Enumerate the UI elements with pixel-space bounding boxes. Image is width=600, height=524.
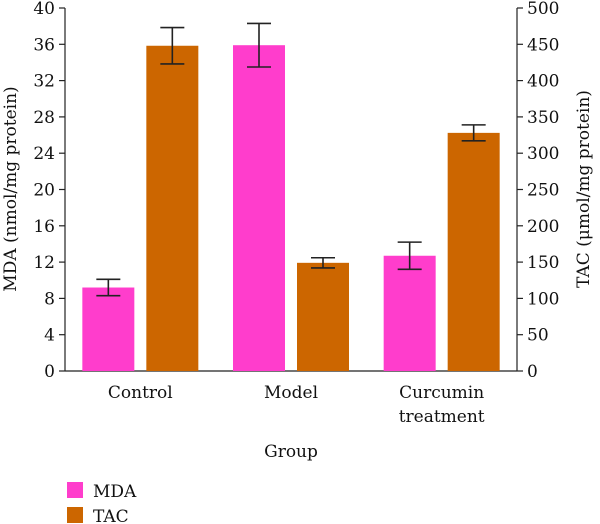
legend: MDA TAC	[67, 482, 137, 524]
left-tick-label-10: 40	[33, 0, 55, 19]
right-tick-label-8: 400	[527, 72, 559, 92]
bar-mda-2	[383, 255, 436, 371]
right-tick-label-9: 450	[527, 35, 559, 55]
left-tick-label-2: 8	[44, 289, 55, 309]
left-tick-label-8: 32	[33, 72, 55, 92]
left-tick-label-0: 0	[44, 362, 55, 382]
category-labels: Control Model Curcumin treatment	[108, 383, 485, 427]
legend-swatch-mda	[67, 482, 83, 498]
legend-swatch-tac	[67, 507, 83, 523]
right-tick-label-3: 150	[527, 253, 559, 273]
right-axis-ticks: 0 50 100 150 200 250 300 350 400 450 500	[517, 0, 559, 382]
left-tick-label-3: 12	[33, 253, 55, 273]
left-tick-label-5: 20	[33, 181, 55, 201]
right-tick-label-7: 350	[527, 108, 559, 128]
left-axis-ticks: 0 4 8 12 16 20 24 28 32 36 40	[33, 0, 65, 382]
left-tick-label-1: 4	[44, 326, 55, 346]
right-tick-label-6: 300	[527, 144, 559, 164]
bar-tac-1	[297, 262, 349, 371]
right-tick-label-2: 100	[527, 289, 559, 309]
y-axis-title-left: MDA (nmol/mg protein)	[1, 86, 21, 291]
bar-mda-0	[82, 287, 135, 371]
bar-tac-0	[146, 45, 199, 371]
left-tick-label-4: 16	[33, 217, 55, 237]
left-tick-label-9: 36	[33, 35, 55, 55]
x-axis-title: Group	[264, 442, 318, 462]
legend-label-tac: TAC	[93, 507, 129, 524]
right-tick-label-5: 250	[527, 181, 559, 201]
category-label-1: Model	[264, 383, 318, 403]
bars	[82, 22, 500, 372]
category-label-0: Control	[108, 383, 173, 403]
right-tick-label-0: 0	[527, 362, 538, 382]
category-label-2: Curcumin treatment	[399, 383, 485, 427]
right-tick-label-1: 50	[527, 326, 549, 346]
bar-mda-1	[233, 45, 285, 372]
right-tick-label-4: 200	[527, 217, 559, 237]
left-tick-label-6: 24	[33, 144, 55, 164]
legend-label-mda: MDA	[93, 482, 137, 502]
bar-tac-2	[447, 132, 500, 371]
y-axis-title-right: TAC (μmol/mg protein)	[574, 90, 594, 288]
left-tick-label-7: 28	[33, 108, 55, 128]
right-tick-label-10: 500	[527, 0, 559, 19]
